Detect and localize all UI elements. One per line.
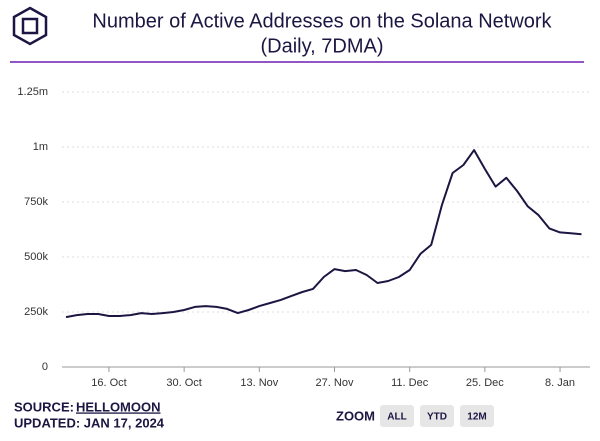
zoom-label: ZOOM — [336, 408, 375, 423]
chart-subtitle: (Daily, 7DMA) — [261, 35, 384, 57]
y-tick-label: 0 — [42, 361, 48, 373]
x-tick-label: 8. Jan — [545, 377, 575, 389]
y-tick-label: 750k — [24, 196, 48, 208]
x-tick-label: 11. Dec — [391, 377, 429, 389]
logo — [12, 6, 48, 46]
zoom-button[interactable] — [380, 405, 414, 427]
x-tick-label: 25. Dec — [466, 377, 504, 389]
zoom-button-label[interactable]: YTD — [427, 412, 447, 423]
x-tick-label: 16. Oct — [91, 377, 126, 389]
source[interactable]: HELLOMOON — [76, 399, 161, 414]
zoom-button[interactable] — [460, 405, 494, 427]
updated: UPDATED: JAN 17, 2024 — [14, 415, 165, 430]
zoom-button-label[interactable]: ALL — [387, 412, 406, 423]
source-label: SOURCE: — [14, 399, 74, 414]
x-tick-label: 27. Nov — [316, 377, 354, 389]
zoom-button-label[interactable]: 12M — [467, 412, 486, 423]
chart-title: Number of Active Addresses on the Solana… — [92, 10, 552, 32]
y-tick-label: 500k — [24, 251, 48, 263]
y-tick-label: 1.25m — [17, 86, 48, 98]
x-tick-label: 30. Oct — [166, 377, 201, 389]
y-tick-label: 1m — [33, 141, 48, 153]
y-tick-label: 250k — [24, 306, 48, 318]
data-line — [65, 149, 582, 319]
x-tick-label: 13. Nov — [240, 377, 278, 389]
zoom-button[interactable] — [420, 405, 454, 427]
